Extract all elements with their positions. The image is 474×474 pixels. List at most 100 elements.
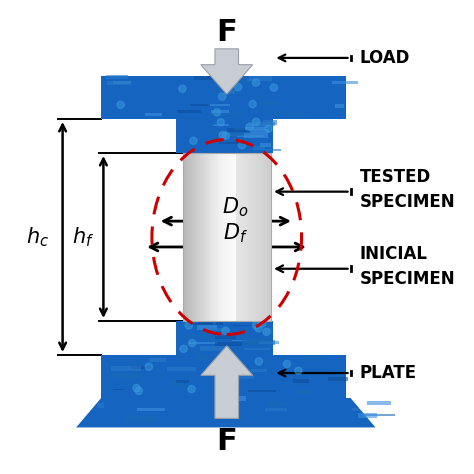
Bar — [198, 153, 201, 321]
Circle shape — [217, 118, 224, 126]
Circle shape — [188, 385, 195, 393]
Bar — [268, 402, 285, 406]
Text: INICIAL: INICIAL — [360, 245, 428, 263]
Bar — [232, 340, 246, 341]
Bar — [260, 153, 262, 321]
Circle shape — [190, 137, 197, 145]
Bar — [229, 153, 231, 321]
Bar — [255, 153, 258, 321]
Bar — [254, 153, 255, 321]
Bar — [216, 153, 218, 321]
Bar — [244, 133, 268, 137]
Bar — [219, 142, 247, 144]
Bar — [223, 379, 238, 382]
Bar — [264, 153, 267, 321]
Circle shape — [283, 360, 291, 368]
Bar — [225, 134, 243, 137]
Bar — [238, 153, 240, 321]
Bar — [236, 153, 238, 321]
Bar — [203, 153, 205, 321]
Bar — [190, 342, 217, 344]
Bar — [242, 339, 272, 341]
Bar — [176, 321, 273, 355]
Bar — [215, 342, 242, 346]
Bar — [265, 328, 272, 334]
Bar — [244, 347, 270, 350]
Bar — [183, 153, 271, 321]
Bar — [258, 153, 260, 321]
Bar — [185, 153, 187, 321]
Text: $h_f$: $h_f$ — [72, 225, 94, 249]
FancyArrow shape — [201, 49, 253, 94]
Bar — [186, 324, 210, 328]
Circle shape — [295, 367, 302, 374]
Bar — [240, 153, 242, 321]
Bar — [253, 146, 265, 150]
Bar — [107, 81, 131, 85]
Bar — [245, 340, 275, 345]
Bar — [183, 153, 185, 321]
Bar — [227, 90, 235, 94]
Bar — [303, 358, 325, 361]
Bar — [262, 153, 264, 321]
Bar — [247, 153, 249, 321]
Circle shape — [238, 142, 246, 149]
Bar — [273, 111, 304, 116]
Bar — [332, 81, 358, 84]
Bar — [358, 413, 377, 418]
Bar — [215, 336, 236, 339]
Circle shape — [255, 358, 263, 365]
Bar — [328, 377, 348, 382]
Bar — [250, 129, 269, 133]
Bar — [242, 153, 245, 321]
Bar — [233, 325, 256, 327]
Circle shape — [222, 132, 229, 139]
Bar — [210, 153, 211, 321]
Circle shape — [185, 322, 192, 329]
Bar — [246, 79, 255, 82]
Bar — [365, 414, 395, 417]
Text: $h_c$: $h_c$ — [26, 225, 49, 249]
Bar — [101, 355, 346, 398]
Bar — [187, 153, 190, 321]
Circle shape — [133, 384, 140, 392]
Bar — [259, 341, 279, 344]
Text: SPECIMEN: SPECIMEN — [360, 270, 455, 288]
Bar — [145, 113, 162, 116]
Bar — [237, 136, 264, 137]
Bar — [367, 401, 391, 405]
Bar — [175, 380, 189, 383]
Bar — [194, 76, 219, 80]
Bar — [252, 124, 269, 128]
Bar — [214, 132, 238, 135]
Text: $D_f$: $D_f$ — [223, 221, 248, 245]
Bar — [265, 408, 287, 410]
Circle shape — [219, 93, 226, 100]
Bar — [131, 366, 151, 369]
Bar — [210, 328, 228, 331]
Bar — [176, 119, 273, 153]
Bar — [227, 153, 229, 321]
FancyArrow shape — [201, 346, 253, 419]
Circle shape — [222, 327, 229, 334]
Bar — [267, 153, 269, 321]
Bar — [265, 148, 281, 151]
Bar — [296, 390, 311, 394]
Bar — [231, 153, 234, 321]
Bar — [194, 153, 196, 321]
Bar — [251, 153, 254, 321]
Bar — [269, 153, 271, 321]
Bar — [106, 75, 128, 79]
Bar — [191, 153, 194, 321]
Bar — [260, 143, 271, 147]
Circle shape — [117, 101, 124, 109]
Bar — [234, 153, 236, 321]
Text: $D_o$: $D_o$ — [222, 195, 248, 219]
Circle shape — [253, 118, 260, 126]
Bar — [225, 153, 227, 321]
Circle shape — [265, 125, 272, 132]
Bar — [171, 382, 182, 386]
Bar — [201, 346, 229, 351]
Bar — [227, 128, 253, 132]
Text: SPECIMEN: SPECIMEN — [360, 192, 455, 210]
